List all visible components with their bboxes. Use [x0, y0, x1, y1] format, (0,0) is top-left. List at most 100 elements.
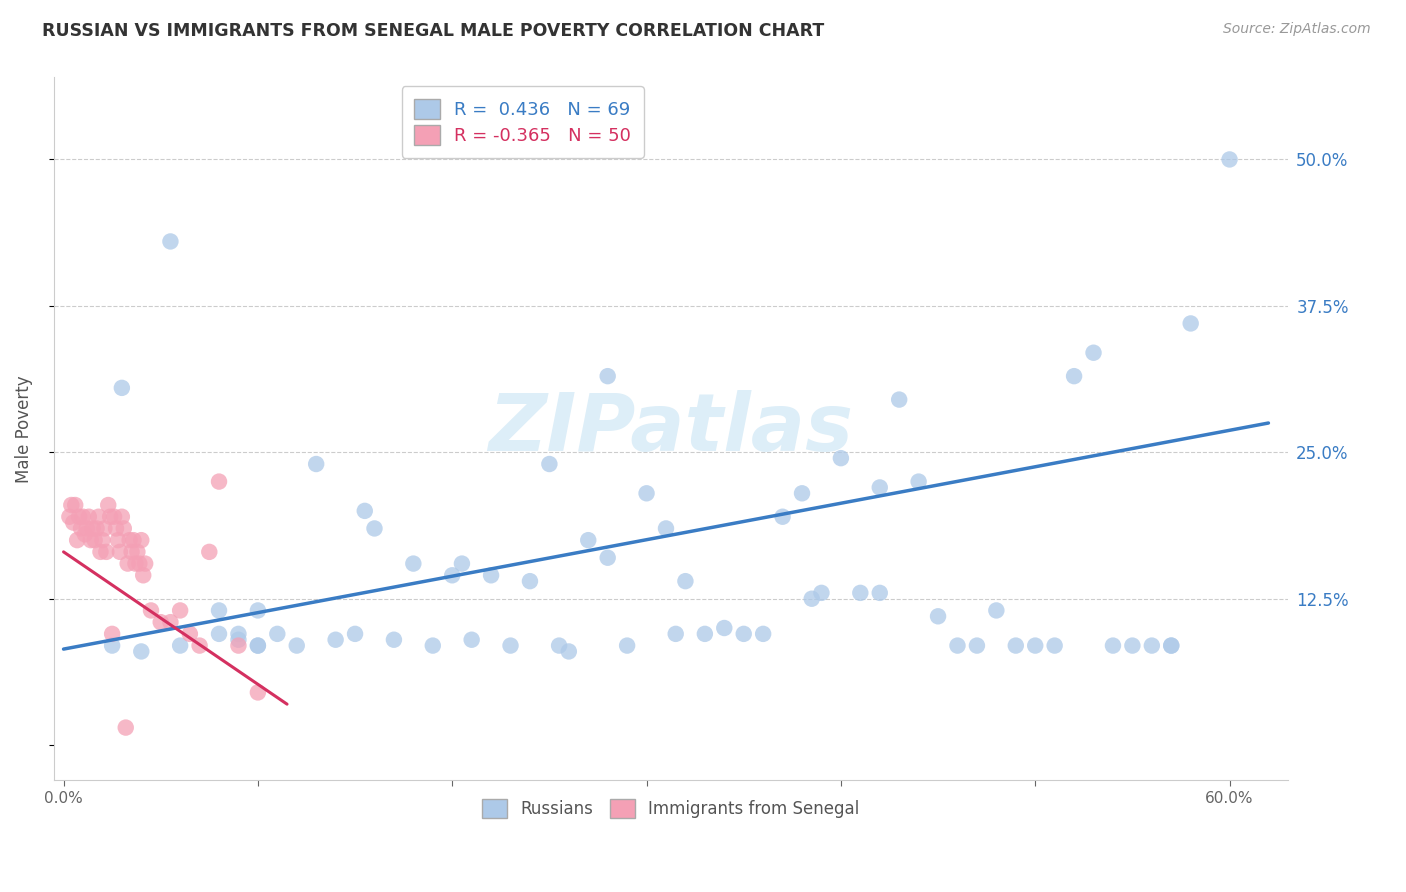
Point: [1219, 153, 1241, 167]
Point: [986, 603, 1008, 617]
Point: [80, 533, 103, 548]
Point: [117, 557, 139, 571]
Point: [655, 521, 678, 535]
Point: [66, 533, 89, 548]
Point: [1140, 639, 1163, 653]
Point: [63, 498, 86, 512]
Point: [800, 591, 823, 606]
Point: [122, 533, 145, 548]
Point: [58, 509, 80, 524]
Point: [849, 586, 872, 600]
Point: [907, 475, 929, 489]
Point: [499, 639, 522, 653]
Point: [246, 639, 269, 653]
Point: [538, 457, 561, 471]
Point: [966, 639, 988, 653]
Point: [73, 527, 96, 541]
Point: [82, 521, 104, 535]
Point: [97, 498, 120, 512]
Point: [869, 480, 891, 494]
Point: [169, 603, 191, 617]
Point: [169, 639, 191, 653]
Point: [228, 632, 250, 647]
Point: [382, 632, 405, 647]
Point: [733, 627, 755, 641]
Point: [124, 557, 146, 571]
Point: [810, 586, 832, 600]
Point: [129, 644, 152, 658]
Point: [693, 627, 716, 641]
Point: [246, 685, 269, 699]
Point: [159, 235, 181, 249]
Point: [127, 545, 149, 559]
Text: Source: ZipAtlas.com: Source: ZipAtlas.com: [1223, 22, 1371, 37]
Point: [128, 557, 150, 571]
Point: [107, 533, 129, 548]
Point: [363, 521, 385, 535]
Point: [636, 486, 658, 500]
Point: [441, 568, 464, 582]
Point: [60, 498, 83, 512]
Point: [451, 557, 474, 571]
Point: [673, 574, 696, 589]
Point: [139, 603, 162, 617]
Point: [208, 627, 231, 641]
Point: [325, 632, 347, 647]
Point: [77, 509, 100, 524]
Point: [159, 615, 181, 629]
Point: [132, 568, 155, 582]
Point: [228, 639, 250, 653]
Point: [1121, 639, 1143, 653]
Point: [246, 639, 269, 653]
Point: [266, 627, 288, 641]
Point: [89, 545, 111, 559]
Point: [179, 627, 201, 641]
Point: [86, 521, 108, 535]
Point: [188, 639, 211, 653]
Point: [790, 486, 813, 500]
Point: [1024, 639, 1046, 653]
Point: [198, 545, 221, 559]
Point: [93, 521, 115, 535]
Point: [1160, 639, 1182, 653]
Point: [946, 639, 969, 653]
Point: [665, 627, 688, 641]
Point: [752, 627, 775, 641]
Point: [98, 509, 121, 524]
Point: [713, 621, 735, 635]
Point: [76, 521, 98, 535]
Point: [91, 533, 114, 548]
Point: [830, 451, 852, 466]
Point: [1083, 345, 1105, 359]
Point: [402, 557, 425, 571]
Point: [596, 369, 619, 384]
Point: [1043, 639, 1066, 653]
Point: [548, 639, 571, 653]
Point: [87, 509, 110, 524]
Point: [460, 632, 482, 647]
Point: [869, 586, 891, 600]
Point: [101, 639, 124, 653]
Point: [1160, 639, 1182, 653]
Point: [422, 639, 444, 653]
Point: [111, 381, 134, 395]
Point: [246, 603, 269, 617]
Point: [108, 545, 131, 559]
Point: [558, 644, 581, 658]
Point: [72, 509, 94, 524]
Point: [596, 550, 619, 565]
Point: [208, 603, 231, 617]
Point: [1102, 639, 1125, 653]
Point: [208, 475, 231, 489]
Point: [344, 627, 367, 641]
Point: [134, 557, 156, 571]
Point: [889, 392, 911, 407]
Point: [285, 639, 308, 653]
Y-axis label: Male Poverty: Male Poverty: [15, 375, 32, 483]
Point: [616, 639, 638, 653]
Point: [353, 504, 375, 518]
Point: [129, 533, 152, 548]
Point: [67, 509, 90, 524]
Point: [305, 457, 328, 471]
Point: [111, 509, 134, 524]
